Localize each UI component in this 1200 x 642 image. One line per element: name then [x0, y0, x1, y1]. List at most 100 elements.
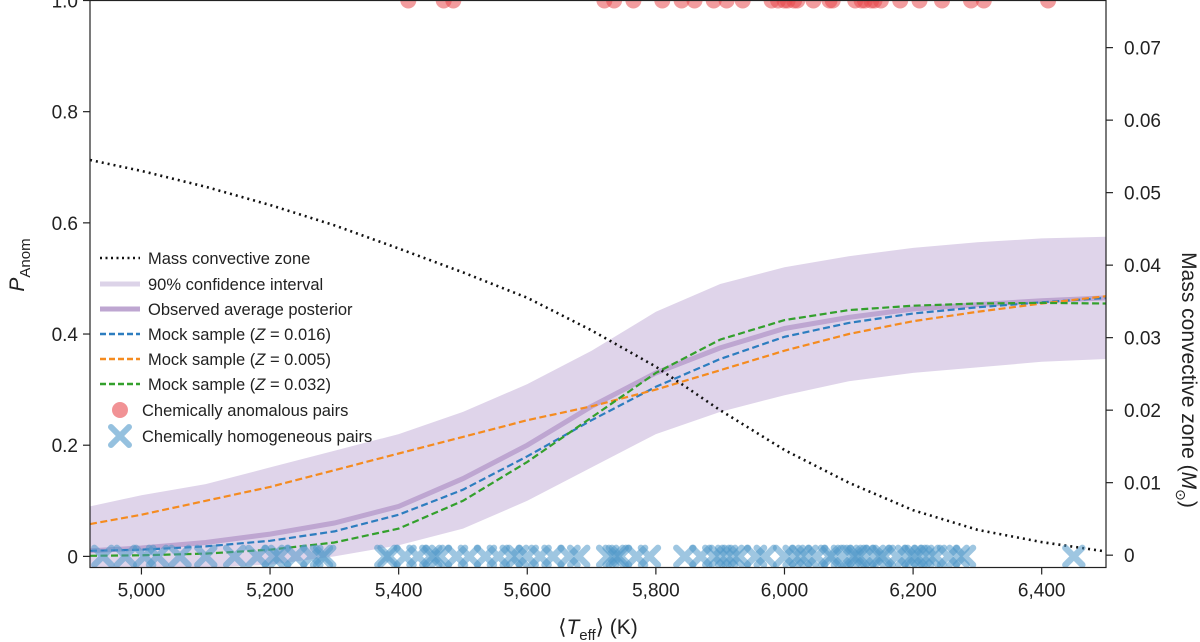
y2-tick-label: 0.04 — [1124, 256, 1161, 277]
x-axis-title: ⟨Teff⟩ (K) — [558, 616, 637, 642]
x-tick-label: 6,400 — [1018, 581, 1066, 602]
anomalous-pair-point — [872, 0, 889, 9]
x-tick-label: 5,400 — [375, 581, 423, 602]
legend: Mass convective zone 90% confidence inte… — [100, 250, 372, 448]
homogeneous-pair-point — [721, 544, 745, 568]
legend-item-homogeneous: Chemically homogeneous pairs — [108, 424, 372, 448]
mock-z016-line — [90, 296, 1106, 552]
homogeneous-pair-point — [261, 544, 286, 568]
y2-tick-label: 0.06 — [1124, 111, 1161, 132]
anomalous-pair-point — [934, 0, 950, 9]
legend-item-observed-posterior: Observed average posterior — [100, 301, 353, 319]
x-tick-label: 5,000 — [118, 581, 166, 602]
homogeneous-pair-point — [637, 544, 662, 568]
anomalous-pair-point — [625, 0, 642, 9]
legend-item-mock-z016: Mock sample (Z = 0.016) — [100, 326, 331, 344]
x-tick-label: 5,600 — [503, 581, 551, 602]
ticks-layer: 5,000 5,200 5,400 5,600 5,800 6,000 6,200 6,400… — [52, 0, 1161, 602]
y2-tick-label: 0.05 — [1124, 184, 1161, 205]
y2-tick-label: 0 — [1124, 546, 1135, 567]
homogeneous-pair-point — [422, 544, 446, 568]
homogeneous-pair-point — [91, 544, 115, 568]
homogeneous-pair-point — [727, 544, 752, 568]
plot-frame — [89, 0, 1107, 569]
homogeneous-pair-point — [917, 544, 941, 568]
homogeneous-pair-point — [753, 544, 777, 568]
legend-label: Mass convective zone — [148, 250, 310, 268]
anomalous-pair-point — [911, 0, 928, 9]
homogeneous-pair-point — [193, 544, 218, 568]
mock-z005-line — [90, 295, 1106, 526]
anomalous-pair-point — [892, 0, 909, 9]
legend-item-mock-z032: Mock sample (Z = 0.032) — [100, 376, 331, 394]
homogeneous-pair-point — [952, 544, 977, 568]
homogeneous-pair-point — [428, 544, 453, 568]
anomalous-pair-point — [805, 0, 822, 9]
anomalous-pair-point — [1040, 0, 1057, 9]
homogeneous-pair-point — [377, 544, 401, 568]
legend-label: Chemically homogeneous pairs — [142, 428, 372, 446]
legend-item-mass-convective-zone: Mass convective zone — [100, 250, 310, 268]
anomalous-pair-point — [606, 0, 623, 9]
homogeneous-pair-point — [168, 544, 192, 568]
anomalous-pair-point — [400, 0, 417, 9]
homogeneous-pair-point — [673, 544, 697, 568]
legend-swatch-anomalous — [112, 402, 128, 418]
homogeneous-pair-point — [788, 544, 813, 568]
homogeneous-pair-point — [245, 544, 269, 568]
y-tick-label: 0.2 — [52, 436, 78, 457]
y-axis-title: PAnom — [6, 238, 34, 291]
legend-label: Mock sample (Z = 0.005) — [148, 351, 331, 369]
legend-label: Mock sample (Z = 0.016) — [148, 326, 331, 344]
anomalous-pair-point — [718, 0, 735, 9]
y-tick-label: 0 — [67, 547, 78, 568]
anomalous-pair-point — [686, 0, 703, 9]
homogeneous-pair-point — [222, 544, 247, 568]
legend-item-confidence-interval: 90% confidence interval — [100, 276, 323, 294]
mass-convective-zone-line — [90, 158, 1106, 553]
legend-item-mock-z005: Mock sample (Z = 0.005) — [100, 351, 331, 369]
homogeneous-pair-point — [946, 544, 970, 568]
legend-swatch-homogeneous — [108, 424, 132, 448]
y-tick-label: 1.0 — [52, 0, 78, 13]
y-tick-label: 0.8 — [52, 103, 78, 124]
anomalous-pair-point — [789, 0, 806, 9]
plot-area — [90, 0, 1106, 568]
homogeneous-pair-point — [145, 544, 170, 568]
homogeneous-pair-point — [846, 544, 871, 568]
legend-label: Chemically anomalous pairs — [142, 402, 348, 420]
legend-label: Mock sample (Z = 0.032) — [148, 376, 331, 394]
y-tick-label: 0.6 — [52, 214, 78, 235]
x-tick-label: 6,000 — [761, 581, 809, 602]
anomalous-pair-point — [705, 0, 722, 9]
homogeneous-pair-point — [312, 544, 337, 568]
y-tick-label: 0.4 — [52, 325, 79, 346]
anomalous-pair-point — [975, 0, 992, 9]
homogeneous-pair-point — [1062, 544, 1086, 568]
x-tick-label: 5,800 — [632, 581, 680, 602]
legend-label: Observed average posterior — [148, 301, 353, 319]
homogeneous-pair-point — [566, 544, 591, 568]
anomalous-pair-point — [445, 0, 462, 9]
homogeneous-pair-point — [608, 544, 633, 568]
anomalous-pair-point — [963, 0, 979, 9]
legend-item-anomalous: Chemically anomalous pairs — [112, 402, 348, 420]
anomalous-pair-point — [654, 0, 671, 9]
homogeneous-pair-point — [267, 544, 292, 568]
homogeneous-pair-point — [113, 544, 138, 568]
plot-layer — [90, 0, 1106, 568]
homogeneous-pair-point — [284, 544, 308, 568]
x-tick-label: 6,200 — [889, 581, 937, 602]
homogeneous-pair-point — [499, 544, 523, 568]
y2-tick-label: 0.07 — [1124, 39, 1161, 60]
x-tick-label: 5,200 — [246, 581, 294, 602]
y2-tick-label: 0.01 — [1124, 474, 1161, 495]
anomalous-pair-point — [824, 0, 841, 9]
legend-label: 90% confidence interval — [148, 276, 323, 294]
y2-axis-title: Mass convective zone (M⊙) — [1173, 252, 1200, 508]
y2-tick-label: 0.02 — [1124, 401, 1161, 422]
homogeneous-pair-point — [541, 544, 565, 568]
homogeneous-pair-point — [457, 544, 482, 568]
anomalous-pair-point — [734, 0, 751, 9]
